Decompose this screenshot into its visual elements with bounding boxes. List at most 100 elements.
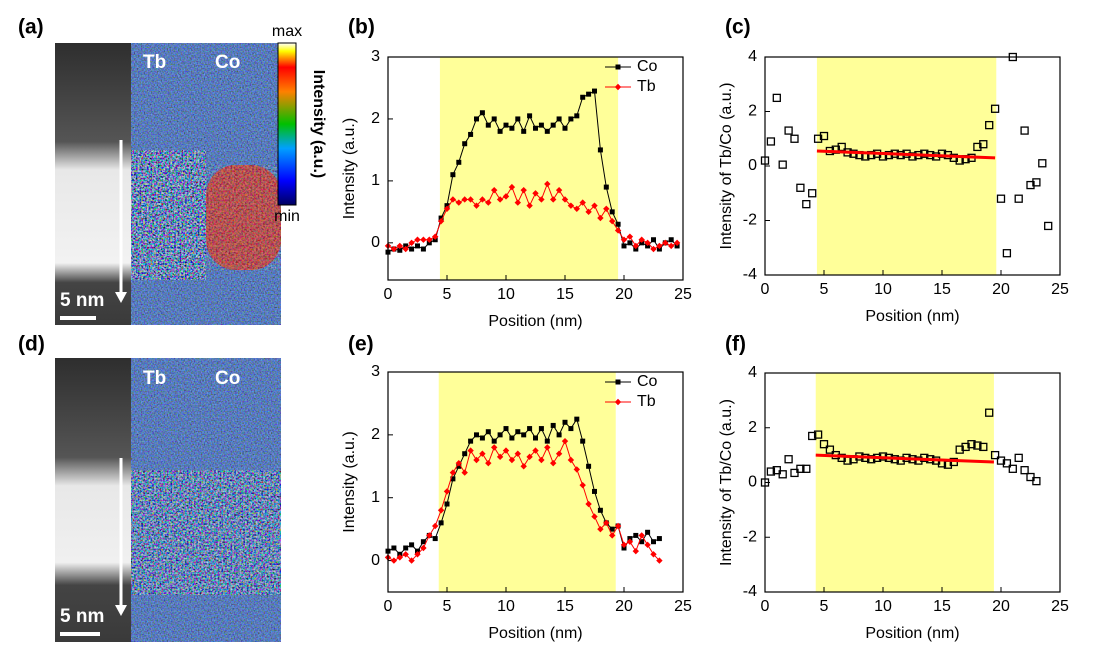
marker <box>514 199 521 206</box>
chart: (e) 0 5 10 15 20 25 0 1 2 3 Position (nm) Intensity … <box>341 333 692 643</box>
marker <box>426 236 433 243</box>
x-tick-label: 25 <box>1051 281 1069 298</box>
marker <box>485 429 491 435</box>
marker <box>449 196 457 203</box>
marker <box>1032 476 1041 486</box>
marker <box>650 551 657 558</box>
marker <box>414 551 421 558</box>
y-tick-label: 1 <box>371 489 380 506</box>
y-tick-label: 4 <box>748 364 757 381</box>
highlight-region <box>438 372 616 592</box>
marker <box>609 209 615 215</box>
marker <box>461 469 468 476</box>
y-tick-label: 0 <box>371 234 380 251</box>
marker <box>527 426 533 432</box>
marker <box>837 453 846 463</box>
marker <box>550 122 556 128</box>
x-tick-label: 25 <box>674 286 692 303</box>
marker <box>456 159 462 165</box>
marker <box>990 104 1000 113</box>
y-tick-label: -2 <box>743 212 757 229</box>
marker <box>955 445 964 454</box>
marker <box>632 547 639 555</box>
marker <box>568 116 574 122</box>
marker <box>985 408 994 417</box>
marker <box>473 456 480 464</box>
marker <box>603 184 609 190</box>
marker <box>533 125 538 131</box>
marker <box>503 122 509 128</box>
marker <box>796 183 805 192</box>
marker <box>813 430 823 439</box>
marker <box>526 453 533 461</box>
co-map-texture <box>206 165 281 270</box>
marker <box>650 245 657 253</box>
marker <box>479 435 485 441</box>
marker <box>597 147 603 153</box>
panel-label: (a) <box>18 16 44 39</box>
panel-label: (f) <box>725 333 746 356</box>
panel-label: (d) <box>18 333 45 356</box>
marker <box>420 236 427 243</box>
marker <box>802 199 811 209</box>
marker <box>979 442 988 452</box>
marker <box>639 539 645 545</box>
marker <box>550 459 557 467</box>
marker <box>402 245 409 253</box>
marker <box>766 137 776 146</box>
marker <box>527 113 533 119</box>
marker <box>396 554 403 561</box>
y-tick-label: 3 <box>371 363 380 380</box>
marker <box>627 240 633 246</box>
y-tick-label: 2 <box>371 426 380 443</box>
marker <box>591 202 598 209</box>
marker <box>437 217 445 225</box>
marker <box>620 541 628 549</box>
marker <box>656 242 663 250</box>
marker <box>784 126 793 135</box>
marker <box>908 152 917 161</box>
marker <box>766 467 776 476</box>
marker <box>462 451 468 457</box>
marker <box>420 246 426 252</box>
haadf-image <box>55 43 131 325</box>
marker <box>449 469 457 476</box>
marker <box>796 464 805 473</box>
marker <box>614 227 622 234</box>
x-tick-label: 20 <box>992 281 1010 298</box>
legend-label: Tb <box>637 393 656 410</box>
marker <box>996 456 1006 465</box>
x-tick-label: 5 <box>443 286 452 303</box>
marker <box>1038 159 1047 168</box>
x-tick-label: 10 <box>497 598 515 615</box>
marker <box>455 199 462 206</box>
marker <box>432 233 439 240</box>
y-tick-label: 0 <box>748 474 757 491</box>
marker <box>819 440 829 449</box>
marker <box>626 538 634 545</box>
marker <box>432 522 439 530</box>
marker <box>603 205 610 212</box>
image-panel-d: 5 nm Tb Co (d) <box>18 333 281 642</box>
marker <box>502 447 510 454</box>
panel-label: (e) <box>348 333 374 356</box>
x-tick-label: 25 <box>674 598 692 615</box>
marker <box>626 233 634 240</box>
marker <box>462 141 468 147</box>
marker <box>574 416 580 422</box>
marker <box>973 441 982 450</box>
marker <box>509 125 515 131</box>
marker <box>784 455 793 464</box>
marker <box>632 242 639 250</box>
marker <box>450 476 456 482</box>
chart: (c) 0 5 10 15 20 25 -4 -2 0 2 4 Position (nm) Intensi… <box>718 16 1069 326</box>
marker <box>491 444 498 451</box>
marker <box>515 116 521 122</box>
marker <box>568 426 574 432</box>
marker <box>526 202 533 209</box>
marker <box>555 450 563 457</box>
chart: (b) 0 5 10 15 20 25 0 1 2 3 Position (nm) Intensity … <box>341 16 692 331</box>
y-tick-label: 4 <box>748 48 757 65</box>
marker <box>521 432 527 438</box>
plot-frame <box>764 56 1061 276</box>
